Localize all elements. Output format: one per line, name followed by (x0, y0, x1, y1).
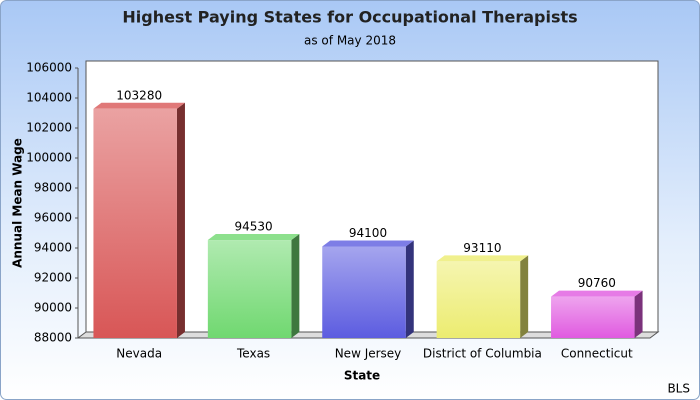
x-tick-label: Texas (236, 347, 270, 361)
bar-side (405, 240, 414, 338)
y-tick-label: 100000 (26, 151, 72, 165)
bar-top (551, 290, 643, 297)
y-tick-label: 106000 (26, 61, 72, 75)
chart-title: Highest Paying States for Occupational T… (122, 8, 577, 27)
y-tick-label: 98000 (34, 181, 72, 195)
data-label: 90760 (578, 276, 616, 290)
x-tick-label: New Jersey (335, 347, 402, 361)
bar (207, 240, 292, 338)
y-tick-label: 90000 (34, 301, 72, 315)
y-axis-title: Annual Mean Wage (11, 138, 25, 268)
chart-subtitle: as of May 2018 (304, 34, 396, 48)
bar-side (176, 102, 185, 338)
data-label: 93110 (463, 241, 501, 255)
bar (93, 108, 177, 338)
x-tick-label: Nevada (116, 347, 162, 361)
bar-side (634, 290, 643, 338)
y-tick-label: 92000 (34, 271, 72, 285)
bar-top (93, 102, 185, 109)
data-label: 94530 (235, 220, 273, 234)
x-tick-label: District of Columbia (423, 347, 542, 361)
x-axis-title: State (344, 369, 380, 383)
data-label: 94100 (349, 226, 387, 240)
data-label: 103280 (116, 88, 162, 102)
bar (436, 261, 521, 338)
bar (322, 246, 406, 338)
y-tick-label: 96000 (34, 211, 72, 225)
y-tick-label: 94000 (34, 241, 72, 255)
bar-top (322, 240, 414, 247)
y-tick-label: 102000 (26, 121, 72, 135)
bar-top (207, 234, 300, 241)
bar-side (291, 234, 300, 338)
bar-top (436, 255, 529, 262)
source: BLS (667, 382, 690, 396)
y-tick-label: 88000 (34, 331, 72, 345)
bar-side (520, 255, 529, 338)
y-tick-label: 104000 (26, 91, 72, 105)
x-tick-label: Connecticut (561, 347, 633, 361)
bar (551, 296, 635, 338)
